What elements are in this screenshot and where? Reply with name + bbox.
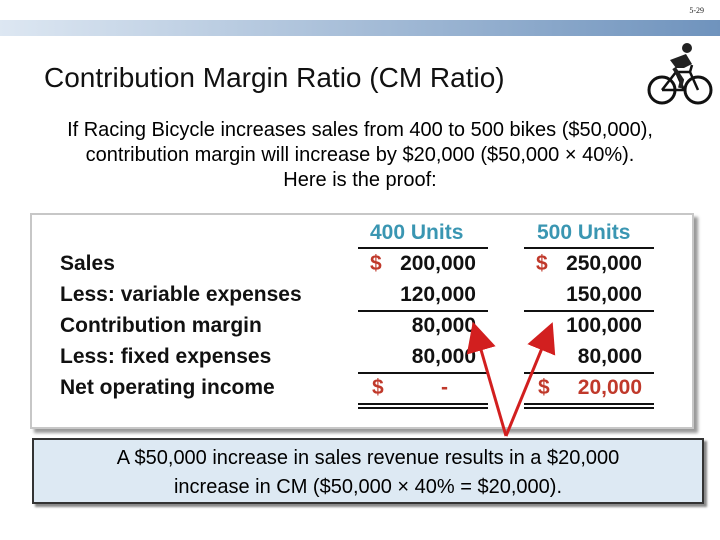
row-label-variable-expenses: Less: variable expenses bbox=[60, 283, 302, 306]
row-label-contribution-margin: Contribution margin bbox=[60, 314, 262, 337]
net-operating-income-400: - bbox=[441, 376, 448, 399]
callout-line: increase in CM ($50,000 × 40% = $20,000)… bbox=[173, 476, 563, 498]
sales-500: 250,000 bbox=[566, 252, 642, 275]
intro-line: contribution margin will increase by $20… bbox=[85, 144, 635, 166]
subtotal-rule bbox=[358, 372, 488, 374]
currency-symbol: $ bbox=[372, 376, 384, 399]
subtotal-rule bbox=[524, 310, 654, 312]
currency-symbol: $ bbox=[536, 252, 548, 275]
income-statement-panel bbox=[30, 213, 694, 429]
currency-symbol: $ bbox=[370, 252, 382, 275]
total-double-rule bbox=[524, 403, 654, 405]
intro-text: If Racing Bicycle increases sales from 4… bbox=[0, 118, 720, 193]
header-underline bbox=[524, 247, 654, 249]
total-double-rule bbox=[524, 407, 654, 409]
callout-line: A $50,000 increase in sales revenue resu… bbox=[116, 447, 620, 469]
fixed-expenses-400: 80,000 bbox=[411, 345, 476, 368]
fixed-expenses-500: 80,000 bbox=[577, 345, 642, 368]
variable-expenses-500: 150,000 bbox=[566, 283, 642, 306]
cyclist-icon bbox=[647, 43, 713, 105]
net-operating-income-500: 20,000 bbox=[577, 376, 642, 399]
sales-400: 200,000 bbox=[400, 252, 476, 275]
column-header-400: 400 Units bbox=[370, 221, 464, 244]
variable-expenses-400: 120,000 bbox=[400, 283, 476, 306]
header-band bbox=[0, 20, 720, 36]
contribution-margin-400: 80,000 bbox=[411, 314, 476, 337]
page-title: Contribution Margin Ratio (CM Ratio) bbox=[44, 62, 505, 93]
subtotal-rule bbox=[358, 310, 488, 312]
row-label-net-operating-income: Net operating income bbox=[60, 376, 275, 399]
row-label-fixed-expenses: Less: fixed expenses bbox=[60, 345, 272, 368]
total-double-rule bbox=[358, 403, 488, 405]
column-header-500: 500 Units bbox=[537, 221, 631, 244]
intro-line: Here is the proof: bbox=[283, 169, 437, 191]
header-underline bbox=[358, 247, 488, 249]
subtotal-rule bbox=[524, 372, 654, 374]
row-label-sales: Sales bbox=[60, 252, 115, 275]
slide-number: 5-29 bbox=[689, 6, 704, 15]
callout-box: A $50,000 increase in sales revenue resu… bbox=[32, 438, 704, 504]
intro-line: If Racing Bicycle increases sales from 4… bbox=[67, 119, 653, 141]
total-double-rule bbox=[358, 407, 488, 409]
contribution-margin-500: 100,000 bbox=[566, 314, 642, 337]
